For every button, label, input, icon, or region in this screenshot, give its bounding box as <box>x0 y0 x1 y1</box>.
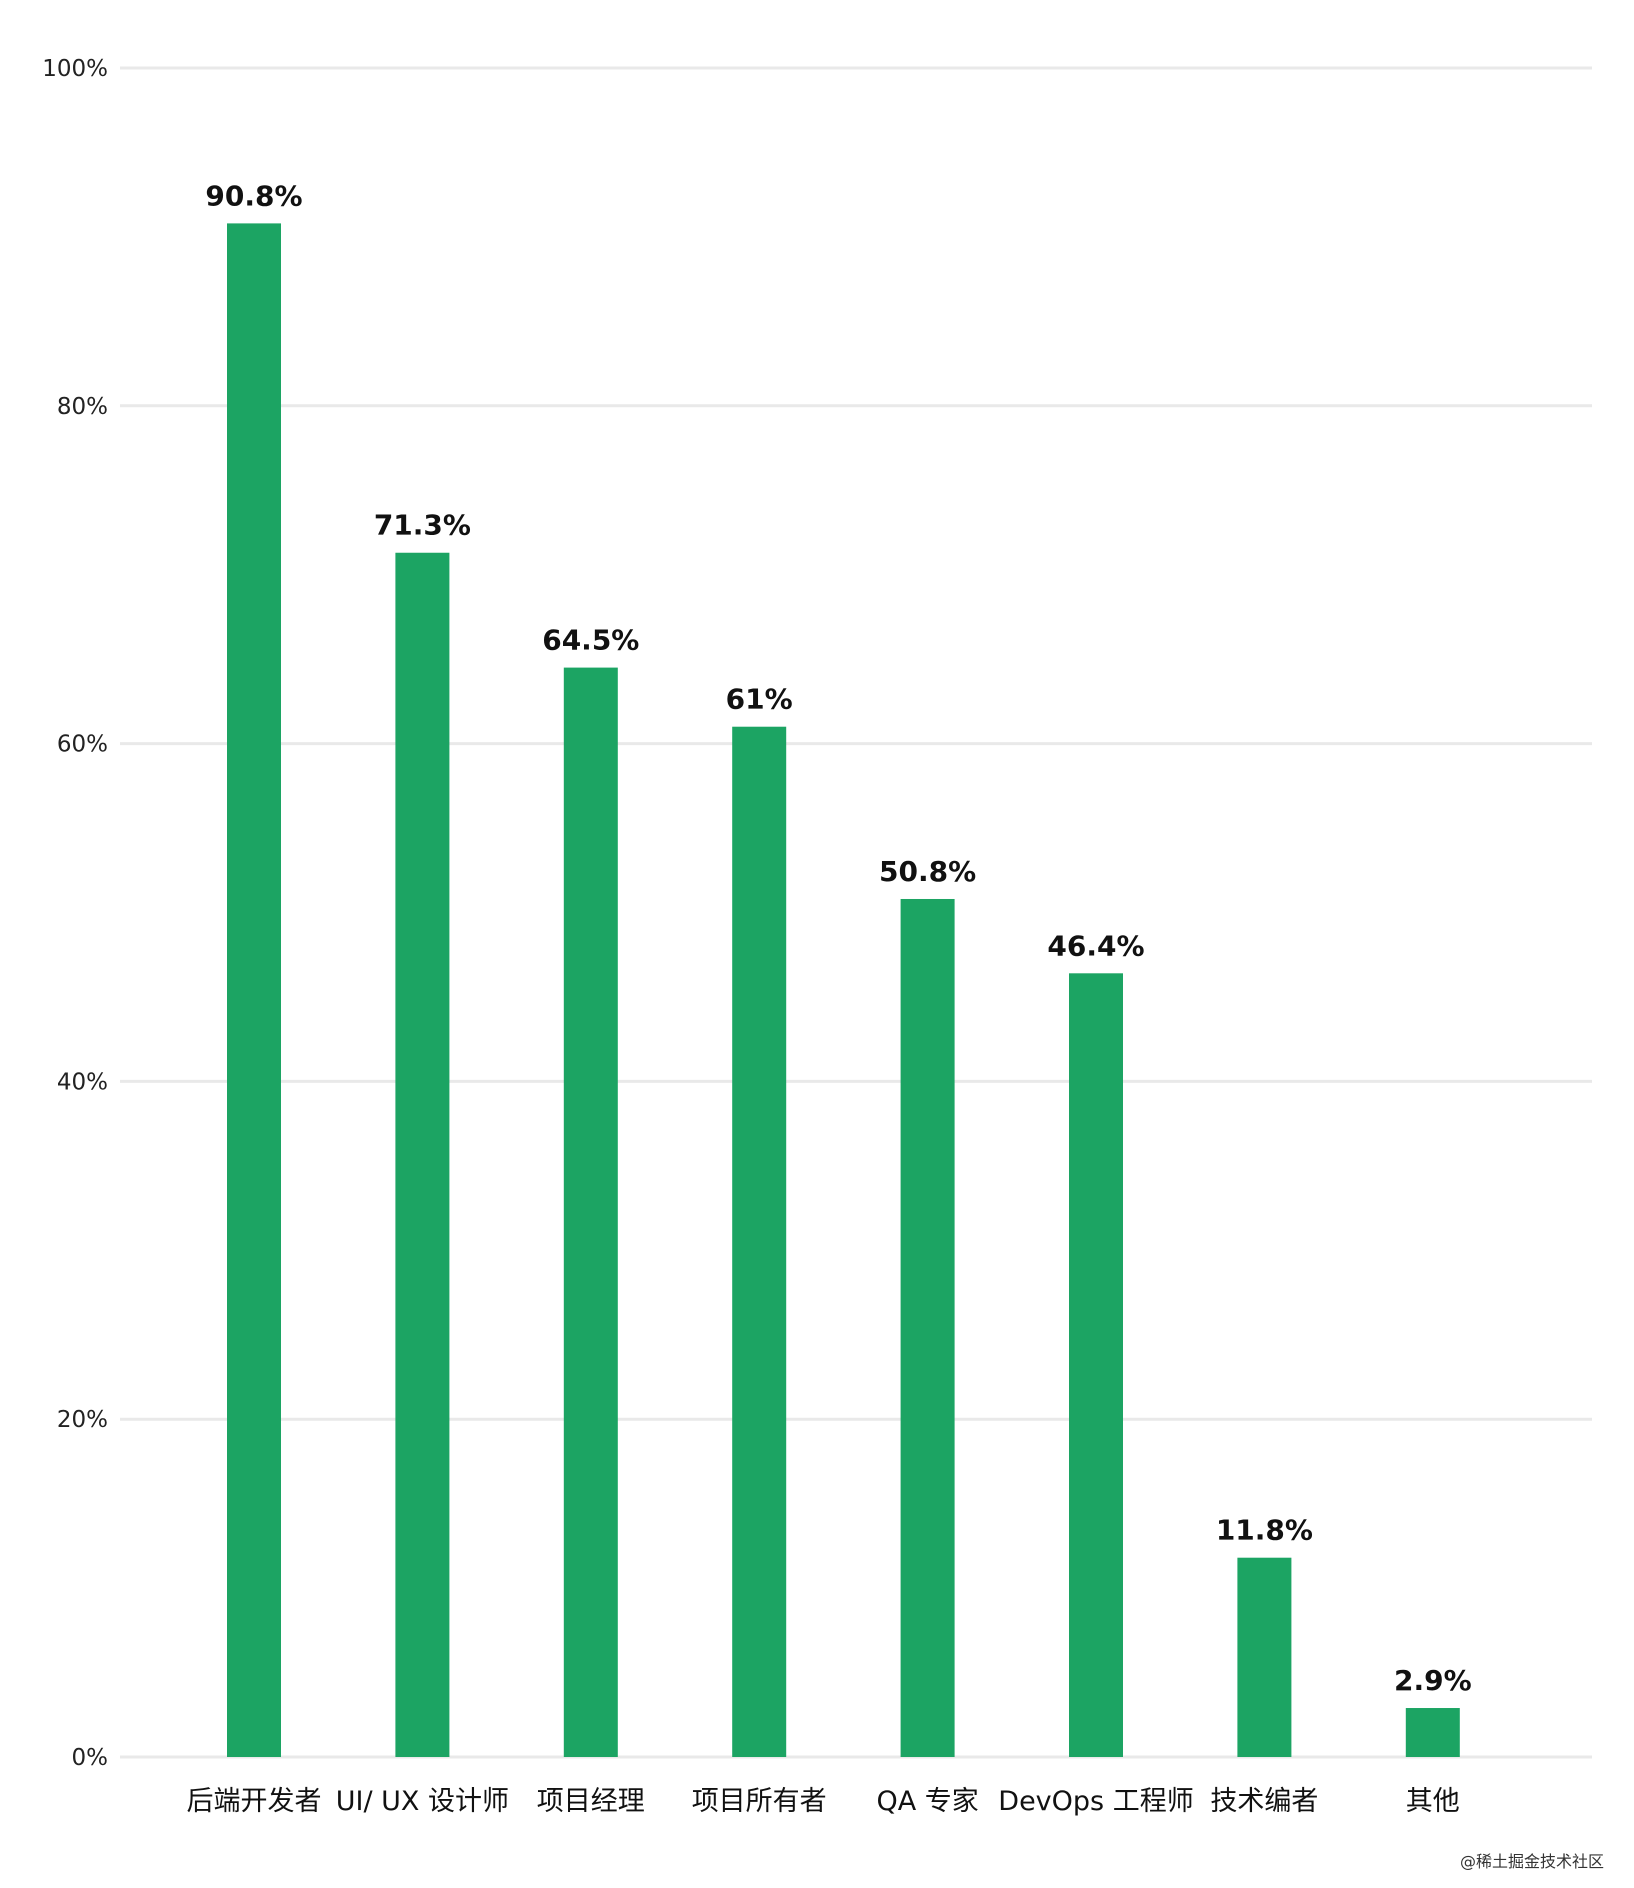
data-label: 50.8% <box>879 855 976 888</box>
y-tick-label: 20% <box>57 1407 108 1433</box>
bar <box>1237 1557 1292 1757</box>
bar <box>227 223 281 1758</box>
x-tick-label: 技术编者 <box>1210 1786 1318 1817</box>
watermark: @稀土掘金技术社区 <box>1459 1852 1604 1871</box>
bar <box>563 667 618 1757</box>
y-tick-label: 100% <box>42 56 108 82</box>
x-tick-label: 项目所有者 <box>692 1786 827 1817</box>
gridlines <box>120 66 1592 1759</box>
bar <box>900 898 955 1757</box>
data-label: 64.5% <box>542 624 639 657</box>
y-axis-tick-labels: 0% 20% 40% 60% 80% 100% <box>42 56 108 1771</box>
x-tick-label: QA 专家 <box>876 1786 978 1817</box>
data-label: 90.8% <box>205 179 302 212</box>
data-label: 2.9% <box>1394 1664 1472 1697</box>
bar <box>1405 1708 1460 1757</box>
data-label: 11.8% <box>1216 1514 1313 1547</box>
x-tick-label: DevOps 工程师 <box>998 1786 1193 1817</box>
x-tick-label: 其他 <box>1406 1786 1460 1817</box>
data-label: 71.3% <box>374 509 471 542</box>
y-tick-label: 0% <box>72 1745 109 1771</box>
data-labels: 90.8% 71.3% 64.5% 61% 50.8% 46.4% 11.8% 2.9% <box>205 179 1471 1697</box>
y-tick-label: 80% <box>57 394 108 420</box>
bar <box>732 726 787 1758</box>
data-label: 46.4% <box>1047 929 1144 962</box>
x-axis-tick-labels: 后端开发者 UI/ UX 设计师 项目经理 项目所有者 QA 专家 DevOps 工程师技… <box>187 1786 1460 1817</box>
bar <box>1069 973 1123 1757</box>
data-label: 61% <box>726 683 793 716</box>
x-tick-label: 项目经理 <box>537 1786 645 1817</box>
y-tick-label: 40% <box>57 1069 108 1095</box>
x-tick-label: 后端开发者 <box>187 1786 322 1817</box>
bar <box>395 552 450 1758</box>
x-tick-label: UI/ UX 设计师 <box>336 1786 509 1817</box>
y-tick-label: 60% <box>57 732 108 758</box>
bars <box>227 223 1460 1758</box>
